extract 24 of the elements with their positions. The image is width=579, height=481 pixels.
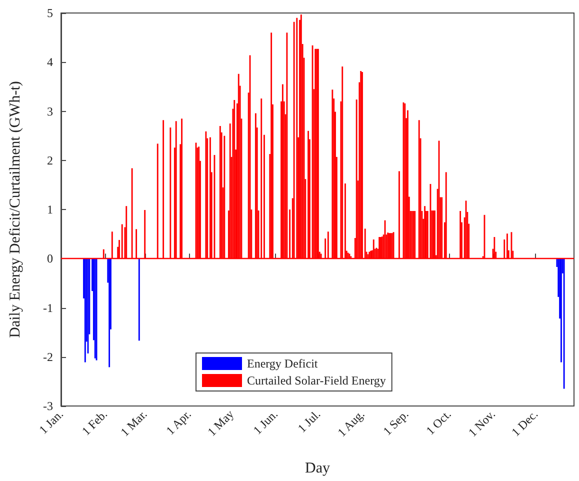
x-tick-label: 1 Sep. xyxy=(380,407,412,438)
y-tick-label: 0 xyxy=(47,252,53,266)
y-tick-label: -2 xyxy=(43,350,53,364)
x-tick-label: 1 Jun. xyxy=(250,407,281,438)
y-axis-title: Daily Energy Deficit/Curtailment (GWh-t) xyxy=(8,81,24,338)
x-tick-label: 1 Dec. xyxy=(508,407,541,440)
x-axis-title: Day xyxy=(305,460,330,476)
legend-label: Curtailed Solar-Field Energy xyxy=(247,374,386,388)
legend-label: Energy Deficit xyxy=(247,356,318,370)
y-tick-label: -3 xyxy=(43,399,53,413)
x-tick-label: 1 Aug. xyxy=(334,407,368,440)
x-tick-label: 1 Nov. xyxy=(466,407,498,440)
x-tick-label: 1 Mar. xyxy=(118,407,150,440)
x-tick-label: 1 Apr. xyxy=(163,407,194,438)
y-tick-label: 3 xyxy=(47,104,53,118)
y-tick-label: -1 xyxy=(43,300,53,315)
x-tick-label: 1 Oct. xyxy=(423,407,454,438)
x-tick-label: 1 Feb. xyxy=(78,407,110,438)
y-tick-label: 1 xyxy=(47,202,53,216)
y-tick-label: 5 xyxy=(47,6,53,20)
y-tick-label: 2 xyxy=(47,153,53,168)
x-tick-label: 1 May xyxy=(204,407,236,439)
x-tick-label: 1 Jul. xyxy=(294,407,324,436)
y-tick-label: 4 xyxy=(47,55,53,70)
